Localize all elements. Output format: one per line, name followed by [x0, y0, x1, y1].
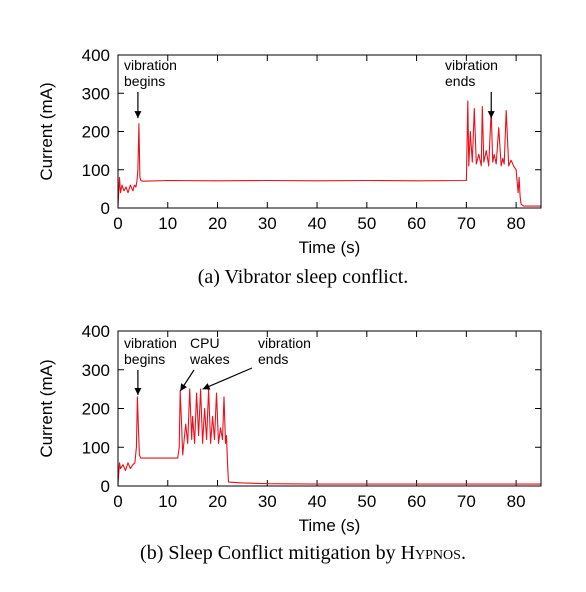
chart-b-ylabel: Current (mA) [37, 359, 56, 457]
chart-a-ytick-label: 400 [82, 46, 110, 65]
chart-b-ytick-label: 0 [101, 477, 110, 496]
chart-a-xtick-label: 70 [457, 214, 476, 233]
chart-a-annotation-line: begins [124, 73, 165, 89]
chart-b-annotation: vibration ends [258, 335, 311, 367]
chart-b-xlabel: Time (s) [299, 516, 361, 535]
chart-b-xtick-label: 30 [258, 492, 277, 511]
chart-b-xtick-label: 40 [308, 492, 327, 511]
chart-a-annotation-line: vibration [124, 57, 177, 73]
chart-b-annotation-line: vibration [258, 335, 311, 351]
chart-b-ytick-label: 100 [82, 438, 110, 457]
chart-b-annotation-arrow [202, 367, 253, 390]
chart-b-xtick-label: 50 [357, 492, 376, 511]
chart-b-annotation-line: wakes [189, 351, 230, 367]
chart-b-annotation-arrowhead [202, 383, 211, 390]
chart-a-xtick-label: 0 [113, 214, 122, 233]
chart-b-annotation: vibration begins [124, 335, 177, 367]
chart-a: 0 100 200 300 400 0 10 20 30 40 50 60 70 80 vibratio… [37, 46, 542, 288]
chart-a-annotation-arrowhead [134, 111, 142, 119]
chart-a-xtick-label: 40 [308, 214, 327, 233]
chart-a-series-line [117, 100, 541, 207]
chart-b-annotation-arrowhead [180, 383, 187, 392]
chart-b-caption-sc: Hypnos [401, 542, 461, 564]
chart-b: 0 100 200 300 400 0 10 20 30 40 50 60 70 80 vibratio… [37, 322, 542, 564]
chart-b-xtick-label: 80 [507, 492, 526, 511]
chart-a-caption: (a) Vibrator sleep conflict. [198, 266, 409, 288]
chart-b-ytick-label: 200 [82, 400, 110, 419]
chart-b-annotation-line: ends [258, 351, 288, 367]
chart-a-ytick-label: 100 [82, 161, 110, 180]
chart-b-annotation-line: CPU [190, 335, 220, 351]
chart-a-xtick-label: 50 [357, 214, 376, 233]
chart-a-xtick-label: 80 [507, 214, 526, 233]
chart-a-ytick-label: 0 [101, 199, 110, 218]
chart-a-ytick-label: 200 [82, 123, 110, 142]
chart-b-xtick-label: 20 [208, 492, 227, 511]
chart-b-annotation-line: vibration [124, 335, 177, 351]
chart-a-annotation-arrowhead [487, 111, 495, 119]
chart-b-xtick-label: 70 [457, 492, 476, 511]
chart-a-annotation: vibration begins [124, 57, 177, 89]
chart-a-xtick-label: 60 [407, 214, 426, 233]
chart-a-annotation-line: vibration [445, 57, 498, 73]
chart-b-caption: (b) Sleep Conflict mitigation by Hypnos. [140, 542, 466, 564]
chart-a-x-ticks: 0 10 20 30 40 50 60 70 80 [113, 55, 526, 233]
chart-a-xtick-label: 20 [208, 214, 227, 233]
chart-a-xtick-label: 10 [158, 214, 177, 233]
chart-a-ytick-label: 300 [82, 84, 110, 103]
chart-b-y-ticks: 0 100 200 300 400 [82, 322, 541, 496]
chart-a-ylabel: Current (mA) [37, 82, 56, 180]
chart-b-plot-frame [117, 330, 542, 487]
chart-a-annotation-line: ends [445, 73, 475, 89]
chart-a-xlabel: Time (s) [299, 238, 361, 257]
chart-b-annotation-line: begins [124, 351, 165, 367]
chart-b-ytick-label: 400 [82, 322, 110, 341]
chart-b-xtick-label: 10 [158, 492, 177, 511]
chart-a-xtick-label: 30 [258, 214, 277, 233]
chart-b-caption-prefix: (b) Sleep Conflict mitigation by [140, 542, 401, 564]
chart-b-ytick-label: 300 [82, 361, 110, 380]
chart-a-plot-frame [117, 54, 542, 209]
chart-a-annotation: vibration ends [445, 57, 498, 89]
chart-b-xtick-label: 60 [407, 492, 426, 511]
chart-b-annotation: CPU wakes [189, 335, 230, 367]
chart-b-series-line [117, 388, 541, 485]
chart-a-y-ticks: 0 100 200 300 400 [82, 46, 541, 218]
chart-b-x-ticks: 0 10 20 30 40 50 60 70 80 [113, 331, 526, 511]
chart-b-caption-suffix: . [461, 542, 466, 564]
chart-b-annotation-arrowhead [134, 387, 142, 395]
chart-b-xtick-label: 0 [113, 492, 122, 511]
